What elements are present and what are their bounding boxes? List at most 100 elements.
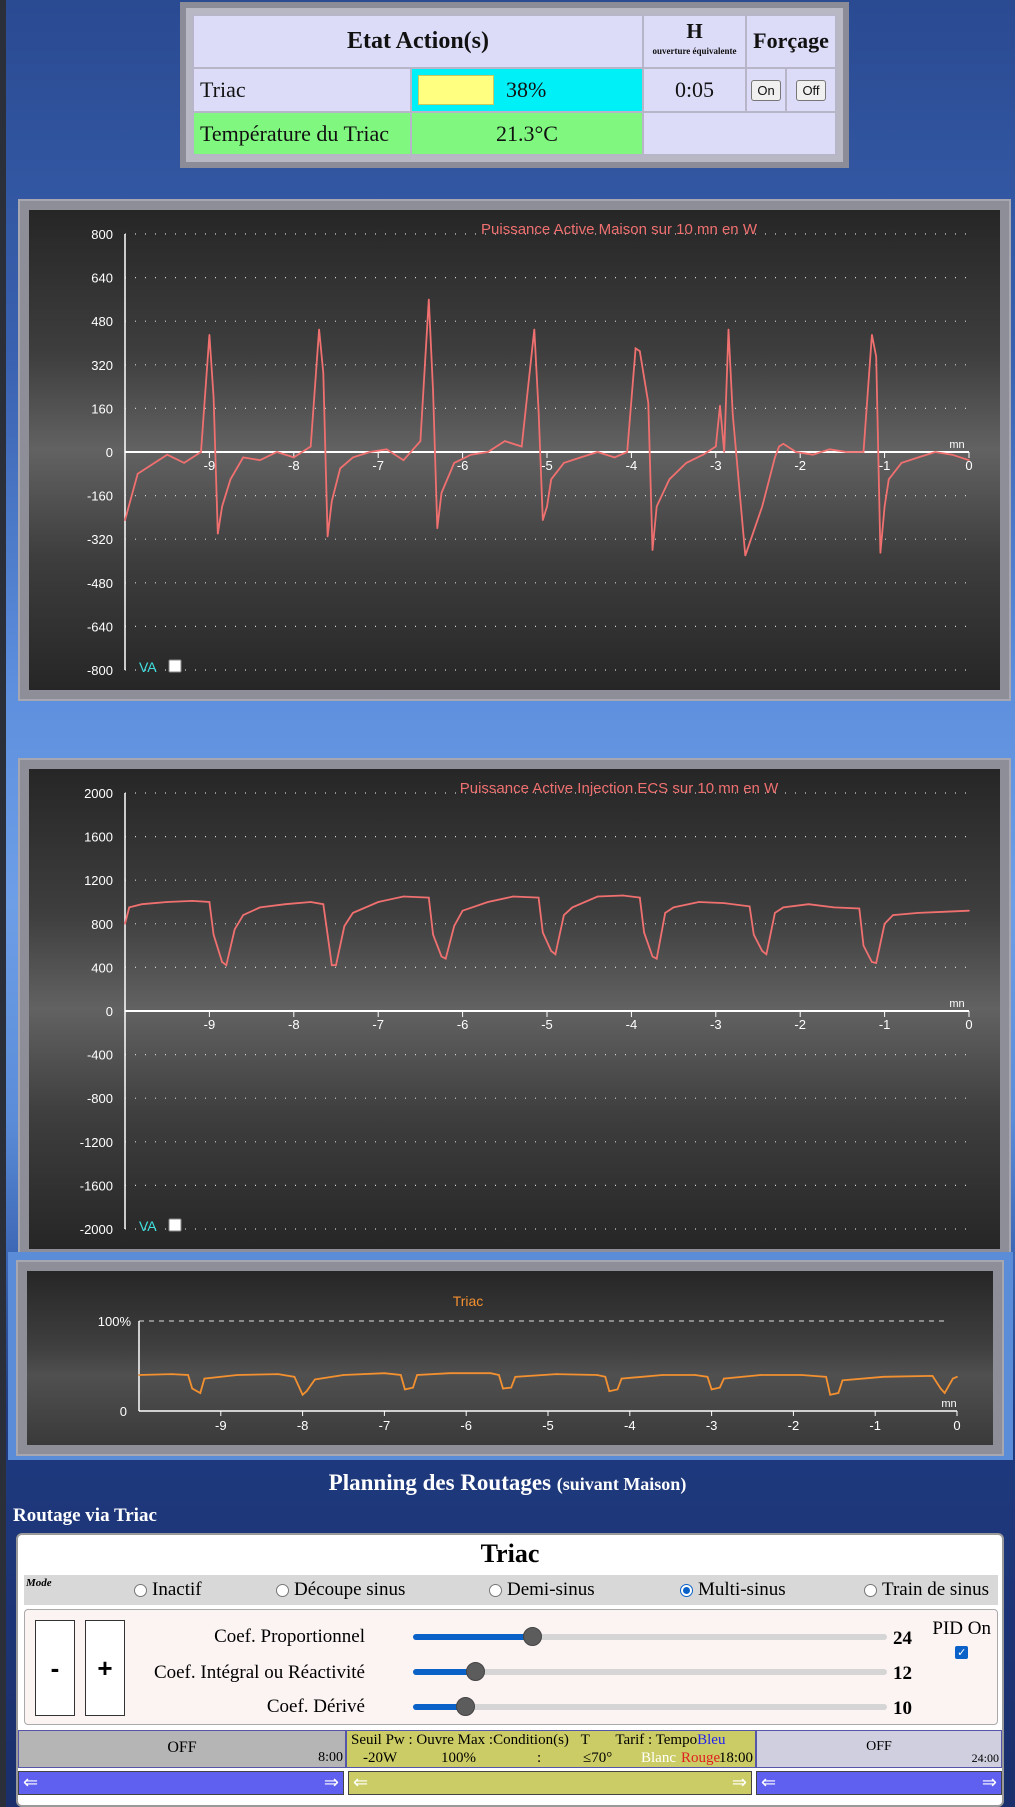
x-tick-label: 0 — [965, 1017, 972, 1032]
radio-icon[interactable] — [134, 1583, 147, 1597]
data-point — [510, 1386, 512, 1389]
data-point — [293, 456, 295, 459]
arrow-right-icon[interactable]: ⇒ — [323, 1772, 339, 1793]
y-tick-label: -1200 — [80, 1135, 113, 1150]
coef-d-slider[interactable] — [413, 1697, 887, 1716]
data-point — [882, 1376, 885, 1378]
data-point — [402, 459, 405, 461]
data-point — [330, 964, 333, 967]
data-point — [845, 451, 848, 453]
timeline-handle-bar-1[interactable]: ⇐ ⇒ — [18, 1771, 344, 1795]
arrow-right-icon[interactable]: ⇒ — [981, 1772, 997, 1793]
x-tick-label: -8 — [288, 1017, 300, 1032]
timeline-handle-bar-2[interactable]: ⇐ ⇒ — [348, 1771, 752, 1795]
data-point — [596, 895, 599, 898]
mode-radio-train-de-sinus[interactable]: Train de sinus — [864, 1579, 989, 1601]
triac-level-bar: 38% — [410, 66, 644, 114]
force-off-button[interactable]: Off — [796, 79, 826, 101]
data-point — [639, 896, 641, 899]
timeline-segment-active[interactable]: Seuil Pw : Ouvre Max :Condition(s) T Tar… — [346, 1730, 756, 1768]
data-point — [318, 328, 320, 331]
data-point — [541, 931, 544, 934]
x-tick-label: -4 — [626, 1017, 638, 1032]
data-point — [440, 955, 443, 958]
data-point — [668, 478, 671, 481]
data-point — [800, 1374, 803, 1376]
decrease-button[interactable]: - — [35, 1620, 75, 1716]
data-point — [504, 440, 506, 442]
mode-radio-decoupe-sinus[interactable]: Découpe sinus — [276, 1579, 405, 1601]
data-point — [643, 931, 645, 934]
y-tick-label: -400 — [87, 1048, 113, 1063]
increase-button[interactable]: + — [85, 1620, 125, 1716]
data-point — [453, 462, 455, 464]
data-point — [343, 925, 346, 927]
coef-p-slider-handle[interactable] — [523, 1627, 542, 1646]
data-point — [432, 391, 434, 393]
timeline-handle-bar-3[interactable]: ⇐ ⇒ — [756, 1771, 1002, 1795]
timeline-segment-off-morning[interactable]: OFF 8:00 — [18, 1730, 346, 1768]
tempo-blanc: Blanc — [641, 1750, 676, 1766]
x-tick-label: -6 — [460, 1418, 472, 1433]
data-point — [774, 912, 776, 914]
arrow-left-icon[interactable]: ⇐ — [353, 1772, 369, 1793]
checkbox-checked-icon[interactable]: ✓ — [955, 1646, 969, 1659]
data-point — [782, 443, 785, 445]
va-checkbox[interactable] — [168, 659, 182, 673]
radio-icon[interactable] — [489, 1583, 502, 1597]
coef-p-slider[interactable] — [413, 1627, 887, 1646]
y-tick-label: 100% — [98, 1314, 132, 1329]
mode-radio-inactif[interactable]: Inactif — [134, 1579, 202, 1601]
data-point — [931, 1375, 934, 1377]
y-tick-label: -2000 — [80, 1222, 113, 1237]
data-point — [124, 519, 126, 521]
data-point — [242, 456, 244, 459]
data-point — [769, 473, 772, 475]
data-point — [858, 907, 861, 910]
va-checkbox[interactable] — [168, 1218, 182, 1232]
data-point — [759, 1374, 762, 1376]
left-edge-bar — [0, 0, 6, 1807]
chart-maison: 800 640 480 320 160 0 -160 -320 -480 -640 -800 -9 -8… — [29, 210, 1000, 690]
coef-d-slider-handle[interactable] — [456, 1697, 475, 1716]
timeline-segment-off-evening[interactable]: OFF 24:00 — [756, 1730, 1002, 1768]
x-tick-label: -4 — [624, 1418, 636, 1433]
x-tick-label: -1 — [879, 1017, 891, 1032]
data-point — [782, 906, 785, 909]
data-point — [166, 453, 168, 456]
data-point — [141, 903, 143, 905]
radio-icon[interactable] — [864, 1583, 877, 1597]
chart-maison-svg: 800 640 480 320 160 0 -160 -320 -480 -640 -800 -9 -8… — [87, 221, 973, 678]
data-point — [917, 912, 920, 914]
arrow-left-icon[interactable]: ⇐ — [761, 1772, 777, 1793]
data-point — [221, 961, 223, 963]
data-point — [651, 955, 654, 958]
radio-checked-icon[interactable] — [680, 1583, 693, 1597]
mode-radio-multi-sinus[interactable]: Multi-sinus — [680, 1579, 786, 1601]
on-cell: On — [745, 66, 787, 114]
data-point — [229, 478, 232, 481]
seg-condition-value: : — [537, 1750, 542, 1766]
data-point — [470, 453, 472, 456]
y-tick-label: 800 — [91, 227, 113, 242]
routage-label: Routage via Triac — [13, 1505, 157, 1526]
mode-radio-demi-sinus[interactable]: Demi-sinus — [489, 1579, 595, 1601]
radio-icon[interactable] — [276, 1583, 289, 1597]
data-point — [136, 473, 139, 475]
h-header: H ouverture équivalente — [642, 14, 747, 69]
pid-toggle[interactable]: PID On ✓ — [932, 1618, 991, 1662]
force-on-button[interactable]: On — [751, 79, 781, 101]
data-point — [620, 1377, 623, 1380]
h-header-title: H — [686, 19, 703, 44]
y-tick-label: -800 — [87, 1091, 113, 1106]
data-point — [550, 478, 553, 481]
data-point — [436, 527, 439, 530]
mode-radio-label: Demi-sinus — [507, 1579, 595, 1600]
chart-triac-svg: 100% 0 -9 -8 -7 -6 -5 -4 -3 -2 -1 0 mn Triac — [98, 1293, 961, 1433]
arrow-right-icon[interactable]: ⇒ — [731, 1772, 747, 1793]
coef-i-slider-handle[interactable] — [466, 1662, 485, 1681]
data-point — [432, 933, 434, 936]
arrow-left-icon[interactable]: ⇐ — [23, 1772, 39, 1793]
data-point — [956, 1376, 958, 1378]
coef-i-slider[interactable] — [413, 1662, 887, 1681]
